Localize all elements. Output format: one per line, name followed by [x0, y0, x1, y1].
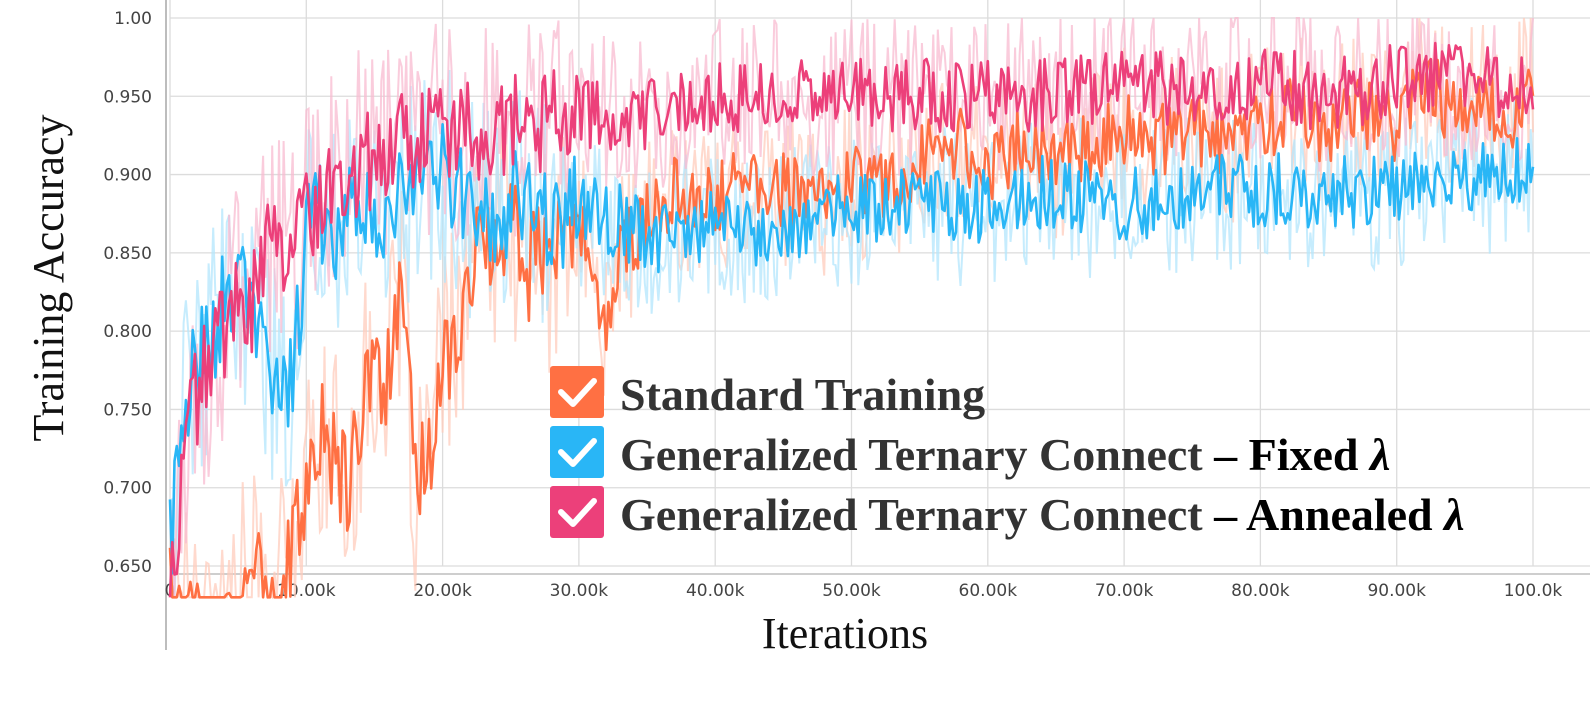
x-tick-label: 100.0k [1504, 581, 1563, 601]
y-axis-title: Training Accuracy [24, 114, 73, 441]
x-tick-label: 50.00k [822, 581, 881, 601]
x-tick-label: 30.00k [550, 581, 609, 601]
x-tick-label: 70.00k [1095, 581, 1154, 601]
legend-checkbox-1[interactable] [550, 426, 604, 478]
legend-label-1: Generalized Ternary Connect – Fixed λ [620, 429, 1390, 480]
series-layer [168, 41, 1535, 599]
y-tick-label: 0.700 [103, 479, 152, 499]
legend-checkbox-0[interactable] [550, 366, 604, 418]
y-tick-labels: 0.650 0.700 0.750 0.800 0.850 0.900 0.950 1.00 [103, 9, 152, 577]
legend-entry-2[interactable]: Generalized Ternary Connect – Annealed λ [550, 486, 1465, 540]
x-axis-title: Iterations [762, 609, 928, 658]
legend-label-0: Standard Training [620, 369, 985, 420]
y-tick-label: 0.750 [103, 400, 152, 420]
legend-entry-0[interactable]: Standard Training [550, 366, 985, 420]
axes [165, 0, 1590, 650]
x-tick-labels: 0 10.00k 20.00k 30.00k 40.00k 50.00k 60.00k 70.… [165, 581, 1563, 601]
legend-label-2: Generalized Ternary Connect – Annealed λ [620, 489, 1465, 540]
legend: Standard Training Generalized Ternary Con… [550, 366, 1465, 540]
series-line-1 [168, 123, 1535, 575]
checkmark-icon [558, 498, 597, 527]
x-tick-label: 60.00k [959, 581, 1018, 601]
x-tick-label: 20.00k [413, 581, 472, 601]
y-tick-label: 1.00 [114, 9, 152, 29]
checkmark-icon [558, 378, 597, 407]
x-tick-label: 90.00k [1367, 581, 1426, 601]
series-line-2 [168, 41, 1535, 598]
legend-checkbox-2[interactable] [550, 486, 604, 538]
series-line-0 [168, 57, 1535, 599]
y-tick-label: 0.950 [103, 87, 152, 107]
x-tick-label: 40.00k [686, 581, 745, 601]
checkmark-icon [558, 438, 597, 467]
y-tick-label: 0.800 [103, 322, 152, 342]
legend-entry-1[interactable]: Generalized Ternary Connect – Fixed λ [550, 426, 1390, 480]
y-tick-label: 0.900 [103, 166, 152, 186]
y-tick-label: 0.650 [103, 557, 152, 577]
y-tick-label: 0.850 [103, 244, 152, 264]
x-tick-label: 80.00k [1231, 581, 1290, 601]
